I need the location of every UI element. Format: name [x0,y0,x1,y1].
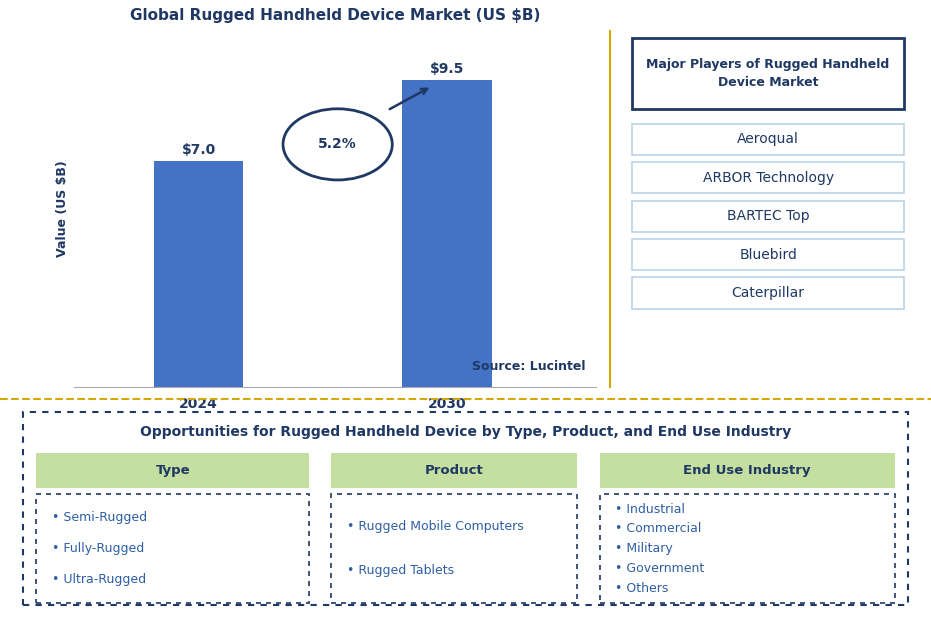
FancyBboxPatch shape [632,124,904,155]
FancyBboxPatch shape [632,38,904,109]
Y-axis label: Value (US $B): Value (US $B) [56,160,69,258]
FancyBboxPatch shape [331,453,577,488]
Text: 5.2%: 5.2% [318,137,357,152]
Text: • Rugged Mobile Computers: • Rugged Mobile Computers [346,520,523,534]
Text: Major Players of Rugged Handheld
Device Market: Major Players of Rugged Handheld Device … [646,59,890,89]
Text: • Others: • Others [614,582,668,595]
Text: BARTEC Top: BARTEC Top [727,209,809,223]
Text: $9.5: $9.5 [430,62,464,76]
Text: $7.0: $7.0 [182,143,216,157]
Text: Opportunities for Rugged Handheld Device by Type, Product, and End Use Industry: Opportunities for Rugged Handheld Device… [140,426,791,439]
Text: • Ultra-Rugged: • Ultra-Rugged [52,573,146,587]
FancyBboxPatch shape [36,453,309,488]
Text: End Use Industry: End Use Industry [683,464,811,477]
Text: • Rugged Tablets: • Rugged Tablets [346,564,453,577]
FancyBboxPatch shape [632,239,904,270]
Text: • Fully-Rugged: • Fully-Rugged [52,542,144,555]
FancyBboxPatch shape [600,453,895,488]
FancyBboxPatch shape [36,494,309,603]
FancyBboxPatch shape [331,494,577,603]
Title: Global Rugged Handheld Device Market (US $B): Global Rugged Handheld Device Market (US… [130,8,540,23]
Text: • Industrial: • Industrial [614,502,685,515]
FancyBboxPatch shape [632,200,904,232]
Text: • Semi-Rugged: • Semi-Rugged [52,511,147,524]
Text: • Commercial: • Commercial [614,522,701,535]
Text: Bluebird: Bluebird [739,248,797,261]
FancyBboxPatch shape [23,412,908,605]
FancyBboxPatch shape [632,277,904,309]
Text: • Government: • Government [614,562,704,575]
Bar [402,80,492,387]
Bar [154,160,243,387]
Text: • Military: • Military [614,542,672,555]
Text: Source: Lucintel: Source: Lucintel [472,359,586,373]
FancyBboxPatch shape [600,494,895,603]
Text: Type: Type [155,464,190,477]
Text: Caterpillar: Caterpillar [732,286,804,300]
Text: Aeroqual: Aeroqual [737,132,799,146]
FancyBboxPatch shape [632,162,904,193]
Text: ARBOR Technology: ARBOR Technology [703,171,833,185]
Text: Product: Product [425,464,484,477]
